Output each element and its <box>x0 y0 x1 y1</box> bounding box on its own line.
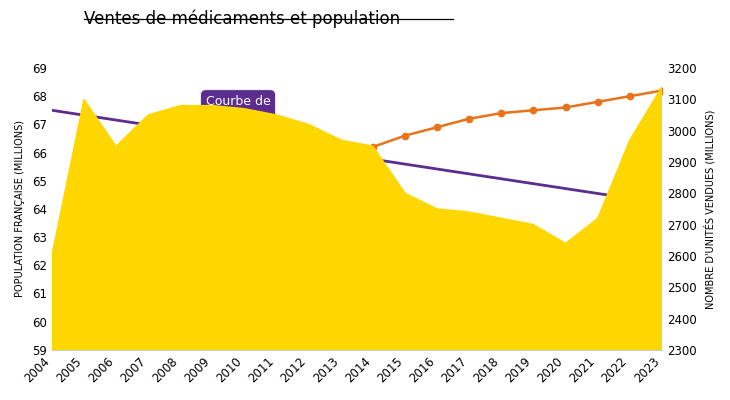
Text: Ventes de médicaments et population: Ventes de médicaments et population <box>84 10 400 28</box>
Text: Courbe de
tendance: Courbe de tendance <box>206 95 270 128</box>
Y-axis label: POPULATION FRANÇAISE (MILLIONS): POPULATION FRANÇAISE (MILLIONS) <box>15 120 25 298</box>
Y-axis label: NOMBRE D'UNITÉS VENDUES (MILLIONS): NOMBRE D'UNITÉS VENDUES (MILLIONS) <box>704 109 715 308</box>
